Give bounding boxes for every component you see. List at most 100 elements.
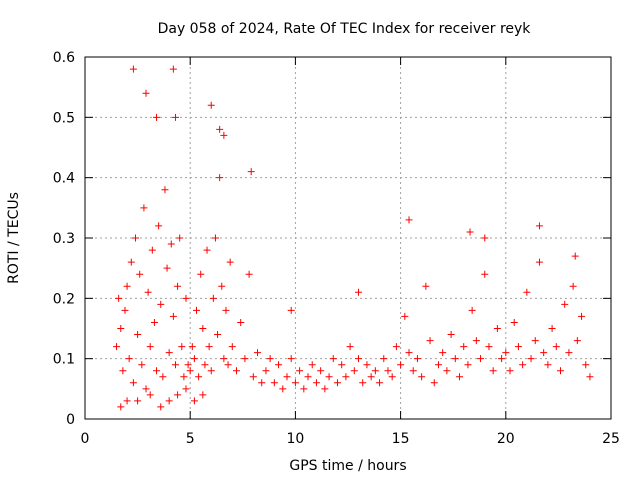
- data-point: [586, 373, 594, 381]
- data-point: [371, 367, 379, 375]
- data-point: [426, 337, 434, 345]
- data-point: [540, 349, 548, 357]
- tick-layer: 0 0.1 0.2 0.3 0.4 0.5 0.6 0 5 10 15 20 25: [53, 50, 620, 447]
- data-point: [117, 403, 125, 411]
- data-point: [409, 367, 417, 375]
- data-point: [376, 379, 384, 387]
- data-point: [190, 397, 198, 405]
- data-point: [283, 373, 291, 381]
- data-point: [279, 385, 287, 393]
- data-point: [207, 101, 215, 109]
- data-point: [228, 343, 236, 351]
- data-point: [346, 343, 354, 351]
- data-point: [220, 131, 228, 139]
- data-point: [304, 373, 312, 381]
- data-point: [287, 355, 295, 363]
- data-point: [195, 373, 203, 381]
- data-point: [355, 288, 363, 296]
- data-point: [447, 331, 455, 339]
- data-point: [129, 65, 137, 73]
- x-tick-label: 5: [186, 431, 195, 447]
- data-point: [113, 343, 121, 351]
- data-point: [481, 234, 489, 242]
- data-point: [565, 349, 573, 357]
- data-point: [519, 361, 527, 369]
- data-point: [401, 312, 409, 320]
- data-point: [193, 306, 201, 314]
- data-point: [146, 343, 154, 351]
- y-tick-label: 0.6: [53, 50, 75, 66]
- data-point: [506, 367, 514, 375]
- chart-title: Day 058 of 2024, Rate Of TEC Index for r…: [158, 21, 532, 37]
- data-point: [464, 361, 472, 369]
- data-point: [153, 113, 161, 121]
- data-point: [552, 343, 560, 351]
- data-point: [220, 355, 228, 363]
- data-point: [388, 373, 396, 381]
- data-point: [138, 361, 146, 369]
- data-point: [203, 246, 211, 254]
- y-tick-label: 0: [66, 412, 75, 428]
- y-tick-label: 0.2: [53, 291, 75, 307]
- data-point: [136, 270, 144, 278]
- data-point: [222, 306, 230, 314]
- data-point: [367, 373, 375, 381]
- x-tick-label: 0: [81, 431, 90, 447]
- data-point: [157, 403, 165, 411]
- data-point: [214, 331, 222, 339]
- data-point: [350, 367, 358, 375]
- y-tick-label: 0.4: [53, 171, 75, 187]
- data-point: [544, 361, 552, 369]
- data-point: [123, 282, 131, 290]
- data-point: [165, 397, 173, 405]
- data-point: [121, 306, 129, 314]
- data-point: [510, 318, 518, 326]
- data-point: [209, 294, 217, 302]
- data-point: [148, 246, 156, 254]
- y-tick-label: 0.5: [53, 110, 75, 126]
- data-point: [392, 343, 400, 351]
- data-point: [174, 282, 182, 290]
- data-point: [188, 343, 196, 351]
- data-point: [155, 222, 163, 230]
- data-point: [535, 222, 543, 230]
- data-point: [157, 300, 165, 308]
- data-point: [176, 234, 184, 242]
- data-point: [144, 288, 152, 296]
- data-point: [232, 367, 240, 375]
- data-point: [434, 361, 442, 369]
- data-point: [165, 349, 173, 357]
- data-point: [127, 258, 135, 266]
- data-point: [258, 379, 266, 387]
- data-point: [472, 337, 480, 345]
- data-point: [270, 379, 278, 387]
- data-point: [397, 361, 405, 369]
- data-point: [125, 355, 133, 363]
- data-point: [481, 270, 489, 278]
- data-point: [287, 306, 295, 314]
- x-tick-label: 15: [392, 431, 410, 447]
- data-point: [161, 186, 169, 194]
- data-point: [418, 373, 426, 381]
- data-point: [140, 204, 148, 212]
- data-point: [131, 234, 139, 242]
- data-point: [443, 367, 451, 375]
- data-point: [451, 355, 459, 363]
- data-point: [548, 325, 556, 332]
- data-point: [573, 337, 581, 345]
- data-point: [163, 264, 171, 272]
- data-point: [207, 367, 215, 375]
- data-point: [405, 216, 413, 224]
- data-point: [262, 367, 270, 375]
- data-point: [184, 361, 192, 369]
- data-point: [134, 397, 142, 405]
- data-point: [150, 318, 158, 326]
- data-point: [201, 361, 209, 369]
- data-point: [557, 367, 565, 375]
- data-point: [312, 379, 320, 387]
- data-point: [186, 367, 194, 375]
- data-point: [468, 306, 476, 314]
- data-point: [237, 318, 245, 326]
- data-point: [182, 385, 190, 393]
